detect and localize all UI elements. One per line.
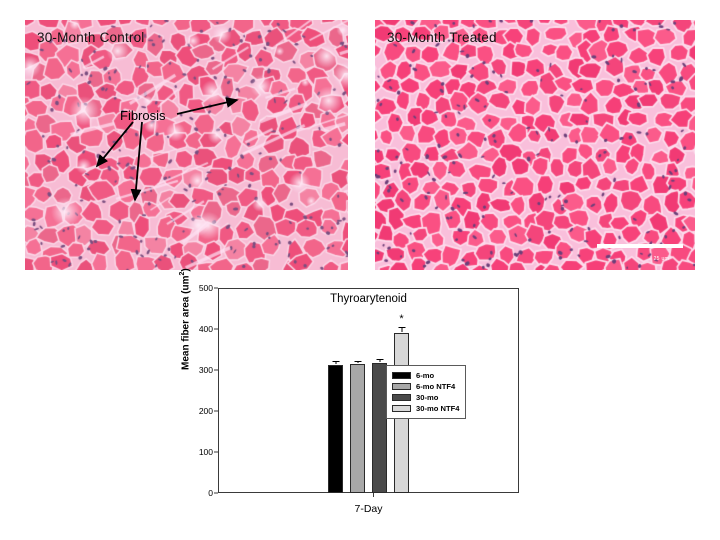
legend-label: 6-mo [416,371,435,380]
tissue-image-control [25,20,348,270]
error-bar [357,362,358,364]
chart-legend: 6-mo 6-mo NTF4 30-mo 30-mo NTF4 [386,365,467,419]
error-bar-cap [354,361,361,363]
y-tick-label: 0 [208,488,213,498]
legend-swatch [392,405,411,412]
y-tick-label: 400 [198,324,213,334]
y-tick-mark [214,410,218,412]
legend-label: 6-mo NTF4 [416,382,456,391]
y-axis-label-close: ) [180,268,192,272]
micrograph-panel-treated: 30-Month Treated 25 um [375,20,695,270]
y-axis [218,288,219,493]
y-axis-label-text: Mean fiber area (um [180,275,192,370]
legend-item: 6-mo [392,370,459,381]
y-tick-label: 200 [198,406,213,416]
y-tick-mark [214,492,218,494]
bar-series-area: * [218,288,519,497]
legend-swatch [392,394,411,401]
legend-swatch [392,383,411,390]
y-axis-label-exponent: 2 [179,271,186,276]
legend-item: 30-mo [392,392,459,403]
legend-item: 30-mo NTF4 [392,403,459,414]
bar-30-mo [372,359,387,493]
tissue-image-treated [375,20,695,270]
y-tick-mark [214,369,218,371]
micrograph-panel-control: 30-Month Control Fibrosis [25,20,348,270]
significance-marker: * [399,313,404,326]
legend-label: 30-mo [416,393,439,402]
legend-label: 30-mo NTF4 [416,404,460,413]
error-bar-cap [332,361,339,363]
y-tick-label: 300 [198,365,213,375]
x-axis-tick [373,493,374,497]
y-tick-mark [214,328,218,330]
scale-bar [597,244,683,248]
legend-swatch [392,372,411,379]
y-tick-mark [214,287,218,289]
y-tick-label: 500 [198,283,213,293]
error-bar-cap [376,359,383,361]
bar-chart: Thyroarytenoid 7-Day Mean fiber area (um… [179,268,620,540]
fibrosis-annotation-label: Fibrosis [120,108,166,123]
panel-label-control: 30-Month Control [37,30,145,45]
bar-6-mo-ntf4 [350,361,365,493]
y-axis-ticks: 500 400 300 200 100 0 [199,283,219,498]
plot-frame [218,288,519,493]
legend-item: 6-mo NTF4 [392,381,459,392]
error-bar [335,362,336,364]
scale-bar-label: 25 um [653,256,669,262]
y-tick-mark [214,451,218,453]
bar-6-mo [328,361,343,493]
error-bar [401,328,402,333]
panel-label-treated: 30-Month Treated [387,30,497,45]
y-axis-label: Mean fiber area (um2) [179,268,191,370]
error-bar [379,360,380,362]
x-axis-label: 7-Day [354,503,383,515]
y-tick-label: 100 [198,447,213,457]
error-bar-cap [398,327,405,329]
chart-title: Thyroarytenoid [330,293,407,305]
